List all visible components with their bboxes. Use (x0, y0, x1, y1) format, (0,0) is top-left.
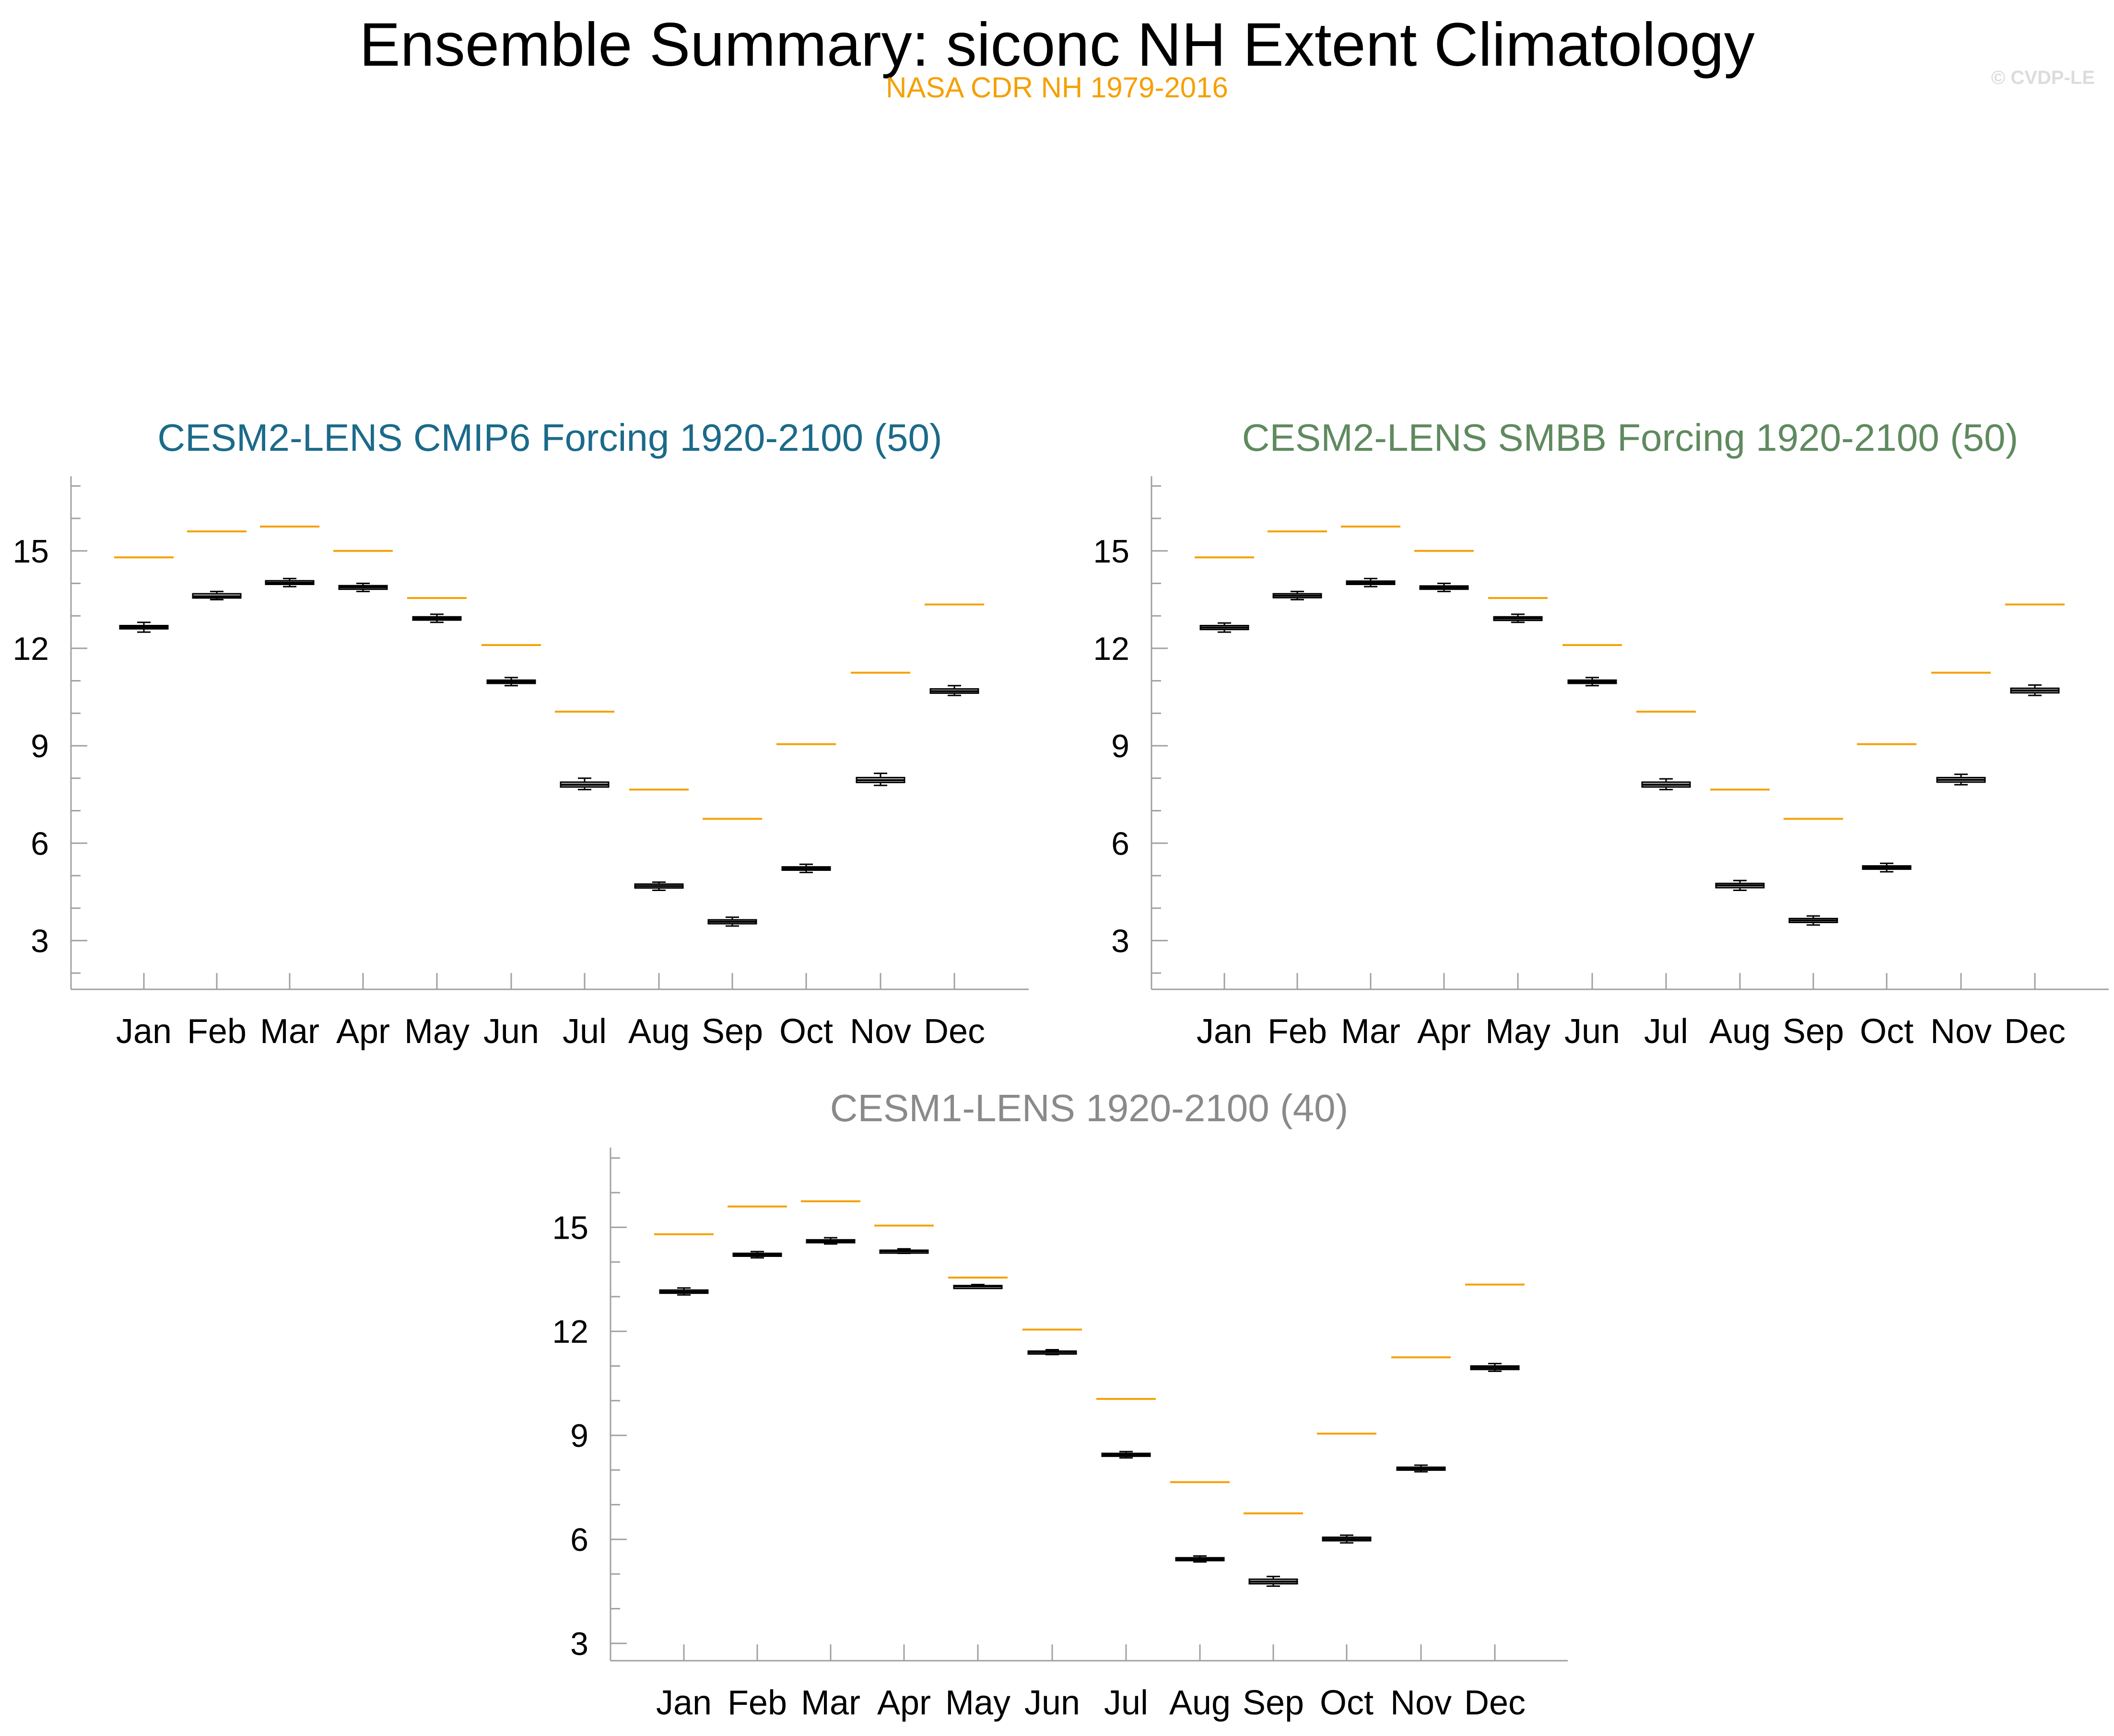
x-tick-label: Jul (563, 1012, 607, 1051)
x-tick-label: Jul (1104, 1684, 1148, 1722)
y-tick-label: 12 (552, 1314, 588, 1350)
x-tick-label: Aug (1169, 1684, 1231, 1722)
chart-panel-3: CESM1-LENS 1920-2100 (40) 3 6 9 12 15 Jan Feb Ma… (552, 1087, 1568, 1722)
box-mar (806, 1237, 856, 1245)
panel-title: CESM1-LENS 1920-2100 (40) (830, 1087, 1349, 1129)
box-oct (1862, 862, 1912, 873)
chart-panel-1: CESM2-LENS CMIP6 Forcing 1920-2100 (50) 3… (12, 416, 1029, 1051)
box-sep (1788, 915, 1838, 926)
box-may (1493, 613, 1543, 623)
x-tick-label: Nov (1930, 1012, 1992, 1051)
panel-title: CESM2-LENS CMIP6 Forcing 1920-2100 (50) (157, 416, 942, 459)
x-tick-label: Oct (1860, 1012, 1914, 1051)
x-tick-label: Feb (187, 1012, 247, 1051)
x-tick-label: Jan (116, 1012, 172, 1051)
chart-panel-2: CESM2-LENS SMBB Forcing 1920-2100 (50) 3 6… (1093, 416, 2109, 1051)
x-tick-label: Apr (1417, 1012, 1471, 1051)
box-aug (1175, 1555, 1225, 1563)
copyright-label: © CVDP-LE (1991, 67, 2095, 88)
page-title: Ensemble Summary: siconc NH Extent Clima… (359, 11, 1755, 79)
box-nov (856, 773, 905, 786)
box-jul (1641, 778, 1691, 791)
box-aug (634, 881, 684, 891)
box-jun (1567, 677, 1617, 687)
y-tick-label: 12 (1093, 631, 1129, 667)
box-feb (1272, 590, 1322, 600)
x-tick-label: Sep (702, 1012, 763, 1051)
y-tick-label: 12 (12, 631, 49, 667)
box-oct (1322, 1534, 1372, 1544)
box-feb (192, 590, 242, 600)
box-jan (119, 622, 169, 633)
box-aug (1715, 880, 1765, 891)
x-tick-label: Oct (779, 1012, 833, 1051)
x-tick-label: Jun (1024, 1684, 1080, 1722)
box-jun (1027, 1349, 1077, 1356)
x-tick-label: Aug (628, 1012, 690, 1051)
box-mar (265, 577, 315, 587)
box-mar (1346, 577, 1396, 587)
box-jan (1199, 622, 1249, 633)
x-tick-label: Dec (924, 1012, 985, 1051)
box-feb (732, 1251, 782, 1259)
box-oct (781, 863, 831, 873)
x-tick-label: Jan (656, 1684, 712, 1722)
box-may (953, 1284, 1003, 1290)
x-tick-label: Nov (850, 1012, 911, 1051)
x-tick-label: Apr (336, 1012, 390, 1051)
box-apr (879, 1248, 929, 1255)
y-tick-label: 6 (31, 825, 49, 862)
y-tick-label: 3 (570, 1626, 588, 1662)
x-tick-label: Sep (1783, 1012, 1844, 1051)
x-tick-label: Jan (1197, 1012, 1252, 1051)
x-tick-label: Jul (1644, 1012, 1688, 1051)
x-tick-label: Nov (1390, 1684, 1452, 1722)
box-apr (1419, 582, 1469, 592)
box-jun (486, 677, 536, 687)
x-tick-label: Dec (1464, 1684, 1526, 1722)
box-dec (2010, 684, 2060, 696)
box-nov (1936, 774, 1986, 786)
box-may (412, 613, 462, 623)
x-tick-label: May (945, 1684, 1010, 1722)
x-tick-label: May (404, 1012, 470, 1051)
box-sep (1248, 1575, 1298, 1587)
x-tick-label: Oct (1320, 1684, 1374, 1722)
x-tick-label: Jun (483, 1012, 539, 1051)
x-tick-label: Jun (1564, 1012, 1620, 1051)
box-dec (1470, 1362, 1520, 1372)
y-tick-label: 9 (570, 1418, 588, 1454)
x-tick-label: Dec (2004, 1012, 2066, 1051)
y-tick-label: 15 (552, 1209, 588, 1246)
x-tick-label: Mar (801, 1684, 860, 1722)
box-nov (1396, 1464, 1446, 1473)
x-tick-label: Mar (260, 1012, 319, 1051)
y-tick-label: 15 (12, 533, 49, 570)
x-tick-label: Mar (1341, 1012, 1400, 1051)
box-jul (560, 777, 610, 791)
observation-subtitle: NASA CDR NH 1979-2016 (886, 71, 1228, 104)
box-sep (707, 916, 757, 927)
x-tick-label: Apr (877, 1684, 931, 1722)
x-tick-label: May (1485, 1012, 1550, 1051)
panel-title: CESM2-LENS SMBB Forcing 1920-2100 (50) (1242, 416, 2018, 459)
y-tick-label: 9 (31, 728, 49, 764)
box-dec (929, 685, 979, 696)
y-tick-label: 3 (1111, 923, 1129, 959)
x-tick-label: Aug (1709, 1012, 1771, 1051)
x-tick-label: Feb (1268, 1012, 1327, 1051)
box-jan (659, 1287, 709, 1296)
y-tick-label: 6 (570, 1522, 588, 1558)
y-tick-label: 9 (1111, 728, 1129, 764)
box-jul (1101, 1451, 1151, 1459)
y-tick-label: 15 (1093, 533, 1129, 570)
x-tick-label: Feb (728, 1684, 787, 1722)
y-tick-label: 3 (31, 923, 49, 959)
box-apr (338, 582, 388, 592)
x-tick-label: Sep (1243, 1684, 1304, 1722)
y-tick-label: 6 (1111, 825, 1129, 862)
